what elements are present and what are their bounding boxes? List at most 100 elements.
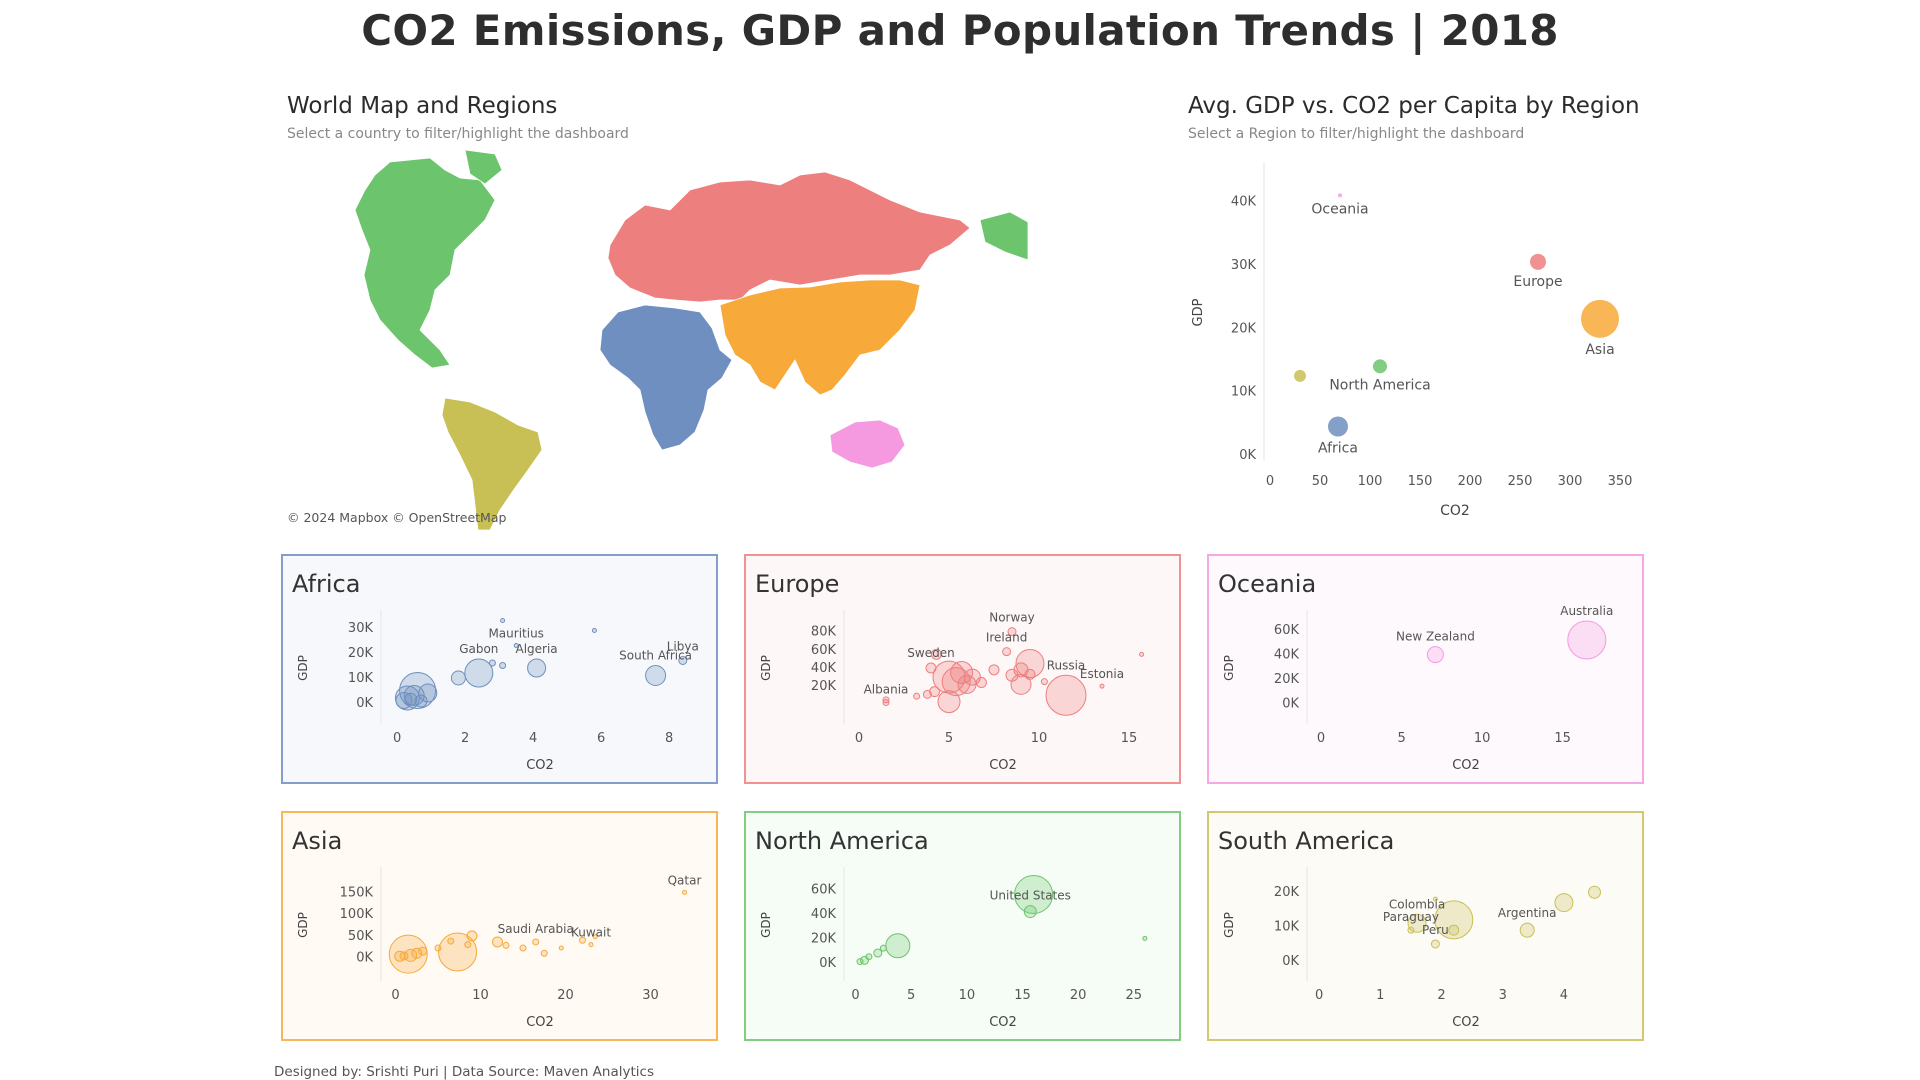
north-america-scatter-chart[interactable]: 0K 20K 40K 60K 0 5 10 15 20 25 CO2 GDP United States bbox=[746, 813, 1179, 1039]
africa-panel[interactable]: Africa 0K 10K 20K 30K 0 2 4 6 8 CO2 GDP Gabon Maurit… bbox=[281, 554, 718, 784]
north-america-point[interactable] bbox=[1023, 905, 1037, 919]
europe-point[interactable] bbox=[1040, 678, 1048, 686]
africa-point[interactable] bbox=[678, 656, 688, 665]
asia-point[interactable] bbox=[399, 951, 409, 961]
asia-point[interactable] bbox=[588, 942, 594, 948]
europe-point[interactable] bbox=[925, 662, 937, 674]
europe-point[interactable] bbox=[1007, 627, 1017, 637]
africa-point[interactable] bbox=[500, 618, 506, 623]
europe-point-label: Albania bbox=[864, 683, 909, 697]
south-america-point[interactable] bbox=[1430, 939, 1440, 949]
europe-point[interactable] bbox=[950, 661, 974, 685]
south-america-point[interactable] bbox=[1519, 922, 1535, 938]
europe-point[interactable] bbox=[913, 692, 921, 700]
africa-point[interactable] bbox=[513, 643, 519, 648]
europe-point[interactable] bbox=[988, 664, 1000, 676]
africa-point[interactable] bbox=[488, 659, 496, 667]
region-overview-point[interactable] bbox=[1328, 416, 1348, 437]
map-region-asia[interactable] bbox=[719, 279, 921, 396]
europe-point[interactable] bbox=[922, 689, 932, 699]
map-region-north-america[interactable] bbox=[354, 157, 496, 369]
map-region-east-russia[interactable] bbox=[979, 211, 1029, 261]
south-america-point[interactable] bbox=[1434, 900, 1474, 940]
asia-point[interactable] bbox=[682, 889, 687, 895]
africa-point[interactable] bbox=[527, 658, 547, 678]
north-america-point[interactable] bbox=[865, 953, 873, 961]
north-america-point[interactable] bbox=[879, 944, 887, 952]
europe-point[interactable] bbox=[1015, 648, 1045, 678]
europe-point[interactable] bbox=[929, 686, 941, 698]
europe-point[interactable] bbox=[1002, 647, 1012, 657]
africa-point[interactable] bbox=[414, 694, 428, 708]
oceania-scatter-chart[interactable]: 0K 20K 40K 60K 0 5 10 15 CO2 GDP New Zealand Austra… bbox=[1209, 556, 1642, 782]
asia-point[interactable] bbox=[418, 946, 428, 956]
south-america-panel[interactable]: South America 0K 10K 20K 0 1 2 3 4 CO2 GDP Colombi… bbox=[1207, 811, 1644, 1041]
north-america-point[interactable] bbox=[1142, 935, 1148, 941]
region-scatter-chart[interactable]: 0K 10K 20K 30K 40K 0 50 100 150 200 250 300 350 CO2 GD… bbox=[1180, 150, 1680, 530]
europe-point[interactable] bbox=[1099, 683, 1105, 689]
asia-panel[interactable]: Asia 0K 50K 100K 150K 0 10 20 30 CO2 GDP Saudi Ara… bbox=[281, 811, 718, 1041]
oceania-point[interactable] bbox=[1567, 620, 1607, 660]
north-america-point[interactable] bbox=[885, 933, 911, 959]
asia-x-axis-title: CO2 bbox=[526, 1015, 554, 1030]
region-overview-point[interactable] bbox=[1530, 253, 1546, 270]
europe-point[interactable] bbox=[930, 648, 942, 660]
asia-point[interactable] bbox=[540, 949, 548, 957]
map-region-south-america[interactable] bbox=[441, 397, 543, 530]
region-overview-point[interactable] bbox=[1581, 299, 1619, 338]
asia-point[interactable] bbox=[592, 934, 598, 940]
asia-point[interactable] bbox=[532, 938, 540, 946]
north-america-panel[interactable]: North America 0K 20K 40K 60K 0 5 10 15 20 25 CO2 GD… bbox=[744, 811, 1181, 1041]
africa-point[interactable] bbox=[499, 662, 507, 669]
south-america-point[interactable] bbox=[1407, 926, 1415, 934]
asia-scatter-chart[interactable]: 0K 50K 100K 150K 0 10 20 30 CO2 GDP Saudi ArabiaKu… bbox=[283, 813, 716, 1039]
africa-point[interactable] bbox=[404, 692, 418, 706]
asia-point[interactable] bbox=[502, 941, 510, 949]
europe-panel[interactable]: Europe 20K 40K 60K 80K 0 5 10 15 CO2 GDP Albania Sw… bbox=[744, 554, 1181, 784]
africa-point[interactable] bbox=[418, 683, 438, 703]
north-america-point[interactable] bbox=[856, 958, 864, 966]
africa-scatter-chart[interactable]: 0K 10K 20K 30K 0 2 4 6 8 CO2 GDP GabonMauritiusAlge… bbox=[283, 556, 716, 782]
map-region-europe[interactable] bbox=[607, 171, 971, 303]
south-america-point[interactable] bbox=[1432, 896, 1438, 902]
africa-point[interactable] bbox=[591, 628, 597, 633]
south-america-point[interactable] bbox=[1588, 885, 1602, 899]
asia-point[interactable] bbox=[579, 936, 586, 944]
europe-point[interactable] bbox=[975, 677, 987, 689]
map-region-oceania[interactable] bbox=[829, 419, 906, 469]
oceania-point[interactable] bbox=[1426, 646, 1444, 664]
europe-scatter-chart[interactable]: 20K 40K 60K 80K 0 5 10 15 CO2 GDP Albania Sweden Ire… bbox=[746, 556, 1179, 782]
europe-point[interactable] bbox=[1024, 668, 1036, 680]
europe-point[interactable] bbox=[1139, 651, 1145, 657]
world-map[interactable] bbox=[280, 150, 1060, 530]
europe-point[interactable] bbox=[937, 690, 961, 714]
asia-point[interactable] bbox=[447, 937, 455, 945]
asia-point[interactable] bbox=[411, 947, 423, 959]
north-america-point[interactable] bbox=[873, 948, 883, 958]
south-america-point[interactable] bbox=[1448, 924, 1460, 936]
europe-point[interactable] bbox=[882, 699, 890, 707]
region-overview-point[interactable] bbox=[1338, 193, 1342, 198]
map-region-greenland[interactable] bbox=[464, 150, 503, 185]
asia-point[interactable] bbox=[464, 941, 472, 949]
africa-point[interactable] bbox=[394, 685, 420, 711]
asia-point[interactable] bbox=[466, 930, 478, 942]
asia-point[interactable] bbox=[388, 934, 428, 974]
north-america-point[interactable] bbox=[1014, 875, 1054, 915]
africa-point[interactable] bbox=[645, 665, 667, 686]
europe-point[interactable] bbox=[1045, 674, 1087, 716]
south-america-y-tick-label: 20K bbox=[1274, 885, 1300, 900]
europe-point[interactable] bbox=[1005, 668, 1019, 682]
south-america-point[interactable] bbox=[1554, 893, 1574, 913]
oceania-panel[interactable]: Oceania 0K 20K 40K 60K 0 5 10 15 CO2 GDP New Zeala… bbox=[1207, 554, 1644, 784]
asia-point[interactable] bbox=[519, 944, 527, 952]
region-overview-point[interactable] bbox=[1294, 369, 1306, 382]
map-region-africa[interactable] bbox=[599, 304, 733, 451]
asia-point[interactable] bbox=[492, 936, 503, 948]
region-overview-point[interactable] bbox=[1373, 359, 1387, 374]
asia-point[interactable] bbox=[558, 945, 564, 951]
asia-point[interactable] bbox=[434, 944, 442, 952]
africa-point[interactable] bbox=[464, 658, 494, 688]
africa-point[interactable] bbox=[450, 670, 466, 686]
